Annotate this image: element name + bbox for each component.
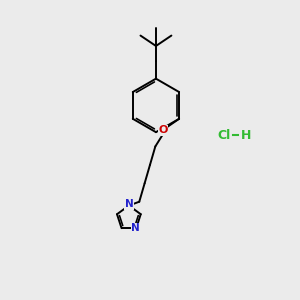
Text: Cl: Cl <box>218 129 231 142</box>
Text: O: O <box>158 125 167 135</box>
Text: N: N <box>131 223 140 233</box>
Text: H: H <box>241 129 251 142</box>
Text: N: N <box>124 200 133 209</box>
